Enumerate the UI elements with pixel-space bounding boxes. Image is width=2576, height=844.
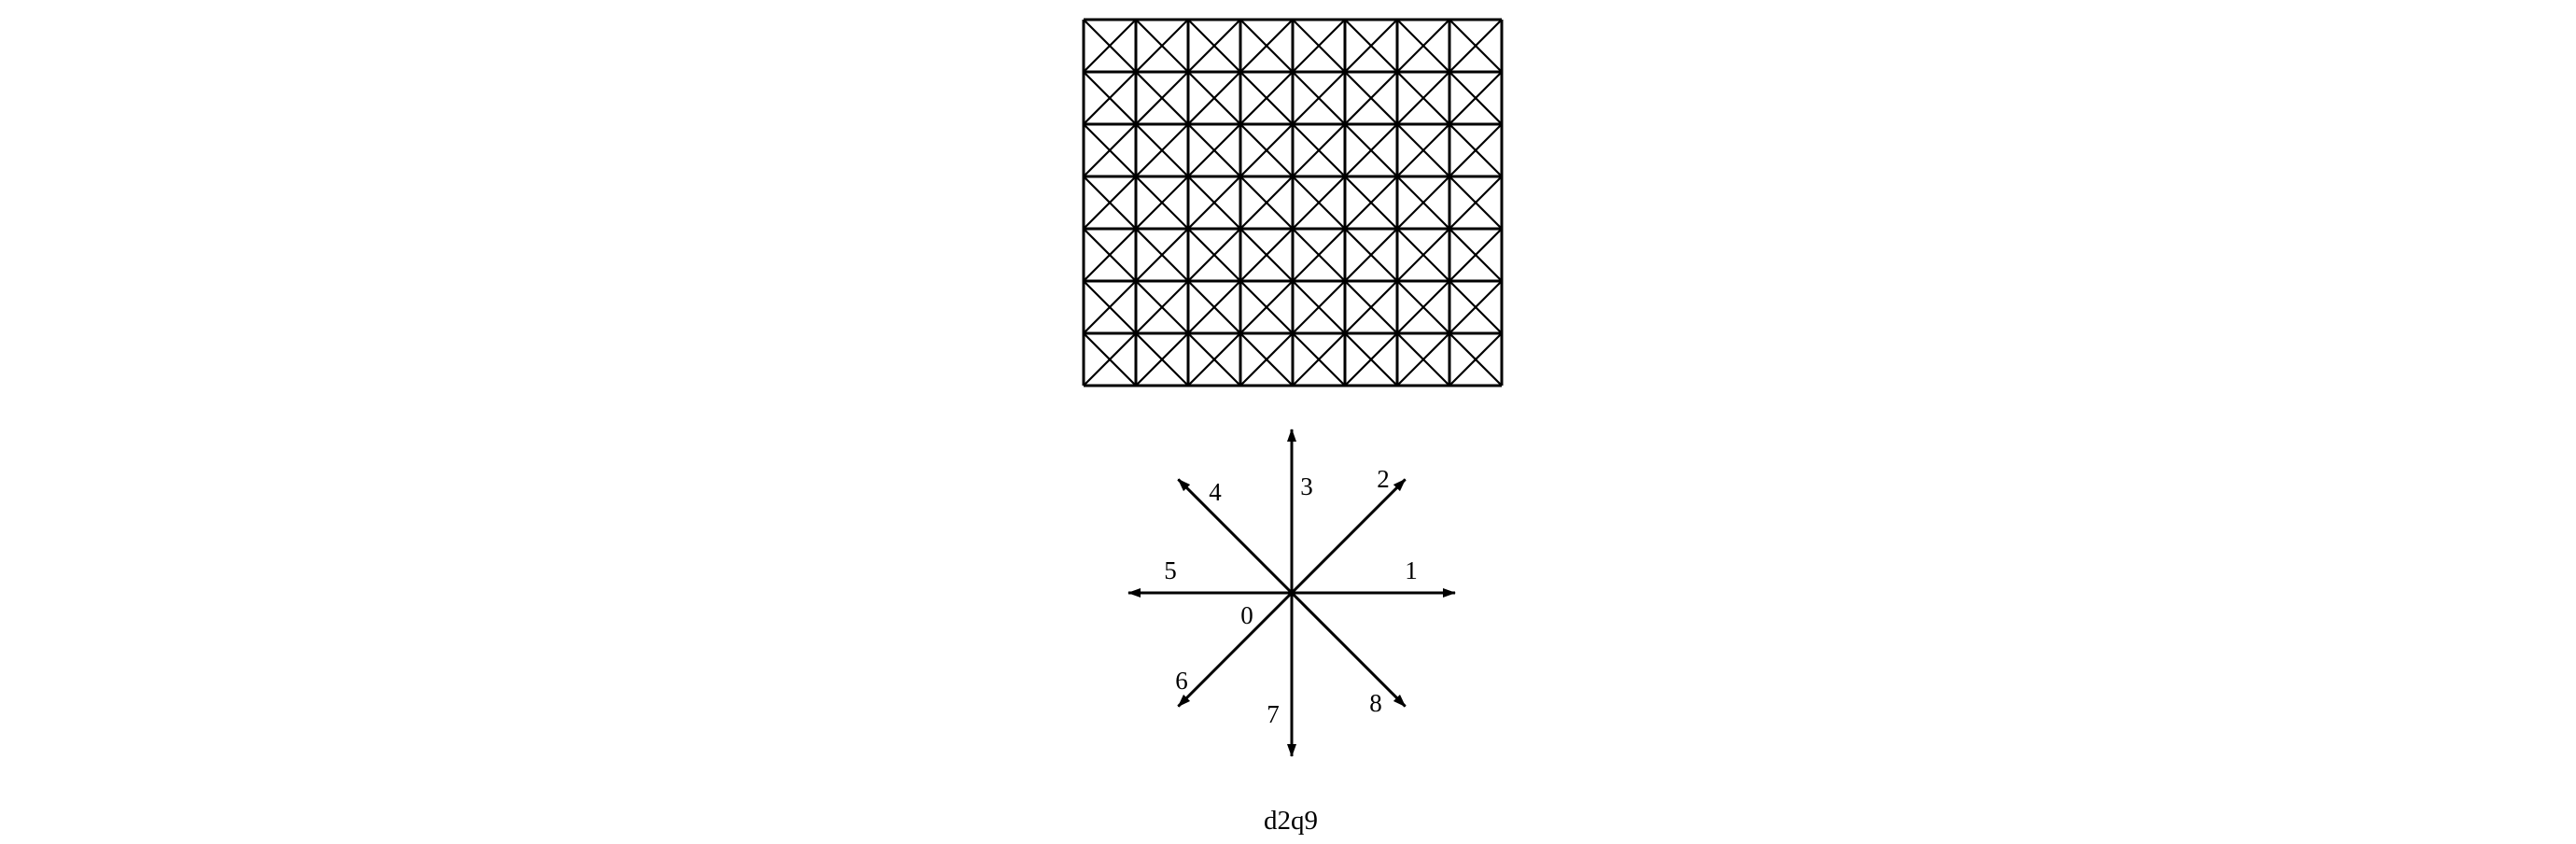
cell-diagonal bbox=[1135, 123, 1189, 177]
cell-diagonal bbox=[1292, 280, 1346, 334]
cell-diagonal bbox=[1344, 332, 1398, 387]
direction-label-2: 2 bbox=[1377, 465, 1390, 493]
cell-diagonal bbox=[1396, 123, 1450, 177]
lattice-grid bbox=[1082, 18, 1504, 387]
direction-arrow-4 bbox=[1177, 478, 1294, 595]
cell-diagonal bbox=[1344, 123, 1398, 177]
cell-diagonal bbox=[1292, 19, 1346, 73]
cell-diagonal bbox=[1344, 228, 1398, 282]
cell-diagonal bbox=[1135, 228, 1189, 282]
cell-diagonal bbox=[1449, 71, 1503, 125]
cell-diagonal bbox=[1239, 19, 1294, 73]
cell-diagonal bbox=[1344, 71, 1398, 125]
cell-diagonal bbox=[1239, 71, 1294, 125]
cell-diagonal bbox=[1449, 19, 1503, 73]
cell-diagonal bbox=[1449, 332, 1503, 387]
cell-diagonal bbox=[1187, 332, 1241, 387]
cell-diagonal bbox=[1292, 71, 1346, 125]
cell-diagonal bbox=[1344, 19, 1398, 73]
cell-diagonal bbox=[1135, 19, 1189, 73]
cell-diagonal bbox=[1187, 228, 1241, 282]
cell-diagonal bbox=[1187, 19, 1241, 73]
cell-diagonal bbox=[1083, 71, 1137, 125]
cell-diagonal bbox=[1083, 19, 1137, 73]
direction-label-4: 4 bbox=[1209, 478, 1222, 506]
cell-diagonal bbox=[1239, 332, 1294, 387]
cell-diagonal bbox=[1083, 176, 1137, 230]
cell-diagonal bbox=[1135, 332, 1189, 387]
direction-label-5: 5 bbox=[1164, 556, 1177, 584]
cell-diagonal bbox=[1396, 19, 1450, 73]
cell-diagonal bbox=[1239, 228, 1294, 282]
cell-diagonal bbox=[1449, 280, 1503, 334]
direction-label-8: 8 bbox=[1369, 689, 1382, 717]
direction-label-0: 0 bbox=[1240, 601, 1253, 629]
cell-diagonal bbox=[1187, 176, 1241, 230]
cell-diagonal bbox=[1239, 176, 1294, 230]
caption: d2q9 bbox=[1264, 806, 1318, 836]
cell-diagonal bbox=[1135, 280, 1189, 334]
cell-diagonal bbox=[1239, 123, 1294, 177]
cell-diagonal bbox=[1135, 176, 1189, 230]
cell-diagonal bbox=[1292, 332, 1346, 387]
velocity-directions bbox=[1127, 429, 1456, 757]
cell-diagonal bbox=[1396, 71, 1450, 125]
cell-diagonal bbox=[1344, 176, 1398, 230]
direction-arrow-6 bbox=[1177, 591, 1294, 708]
cell-diagonal bbox=[1449, 176, 1503, 230]
cell-diagonal bbox=[1187, 71, 1241, 125]
cell-diagonal bbox=[1083, 228, 1137, 282]
cell-diagonal bbox=[1187, 280, 1241, 334]
cell-diagonal bbox=[1083, 332, 1137, 387]
cell-diagonal bbox=[1396, 280, 1450, 334]
cell-diagonal bbox=[1292, 123, 1346, 177]
cell-diagonal bbox=[1396, 228, 1450, 282]
direction-label-7: 7 bbox=[1267, 700, 1280, 728]
direction-arrow-2 bbox=[1290, 478, 1407, 595]
direction-arrow-8 bbox=[1290, 591, 1407, 708]
cell-diagonal bbox=[1187, 123, 1241, 177]
direction-label-1: 1 bbox=[1405, 556, 1418, 584]
cell-diagonal bbox=[1449, 228, 1503, 282]
cell-diagonal bbox=[1239, 280, 1294, 334]
cell-diagonal bbox=[1292, 176, 1346, 230]
cell-diagonal bbox=[1083, 280, 1137, 334]
direction-label-6: 6 bbox=[1175, 667, 1188, 695]
cell-diagonal bbox=[1292, 228, 1346, 282]
cell-diagonal bbox=[1344, 280, 1398, 334]
cell-diagonal bbox=[1449, 123, 1503, 177]
cell-diagonal bbox=[1396, 332, 1450, 387]
cell-diagonal bbox=[1135, 71, 1189, 125]
direction-label-3: 3 bbox=[1300, 472, 1313, 500]
cell-diagonal bbox=[1396, 176, 1450, 230]
cell-diagonal bbox=[1083, 123, 1137, 177]
